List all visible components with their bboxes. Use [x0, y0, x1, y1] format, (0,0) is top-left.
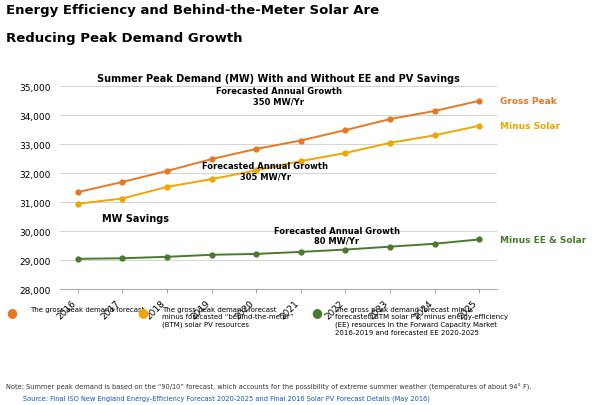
Text: ●: ●	[138, 306, 149, 319]
Text: Minus Solar: Minus Solar	[500, 122, 560, 131]
Text: Note: Summer peak demand is based on the “90/10” forecast, which accounts for th: Note: Summer peak demand is based on the…	[6, 383, 531, 390]
Text: ●: ●	[6, 306, 17, 319]
Text: Forecasted Annual Growth
305 MW/Yr: Forecasted Annual Growth 305 MW/Yr	[202, 162, 328, 181]
Text: Source: Final ISO New England Energy-Efficiency Forecast 2020-2025 and Final 201: Source: Final ISO New England Energy-Eff…	[6, 395, 430, 401]
Text: MW Savings: MW Savings	[102, 213, 170, 224]
Text: Reducing Peak Demand Growth: Reducing Peak Demand Growth	[6, 32, 243, 45]
Text: Forecasted Annual Growth
350 MW/Yr: Forecasted Annual Growth 350 MW/Yr	[216, 87, 341, 106]
Text: Energy Efficiency and Behind-the-Meter Solar Are: Energy Efficiency and Behind-the-Meter S…	[6, 4, 379, 17]
Text: Minus EE & Solar: Minus EE & Solar	[500, 235, 586, 244]
Text: The gross peak demand forecast
minus forecasted “behind-the-meter”
(BTM) solar P: The gross peak demand forecast minus for…	[162, 306, 294, 327]
Title: Summer Peak Demand (MW) With and Without EE and PV Savings: Summer Peak Demand (MW) With and Without…	[97, 74, 460, 83]
Text: ●: ●	[311, 306, 322, 319]
Text: Gross Peak: Gross Peak	[500, 97, 557, 106]
Text: The gross peak demand forecast minus
forecasted BTM solar PV, minus energy-effic: The gross peak demand forecast minus for…	[335, 306, 509, 335]
Text: Forecasted Annual Growth
80 MW/Yr: Forecasted Annual Growth 80 MW/Yr	[274, 226, 400, 245]
Text: The gross peak demand forecast: The gross peak demand forecast	[30, 306, 144, 312]
